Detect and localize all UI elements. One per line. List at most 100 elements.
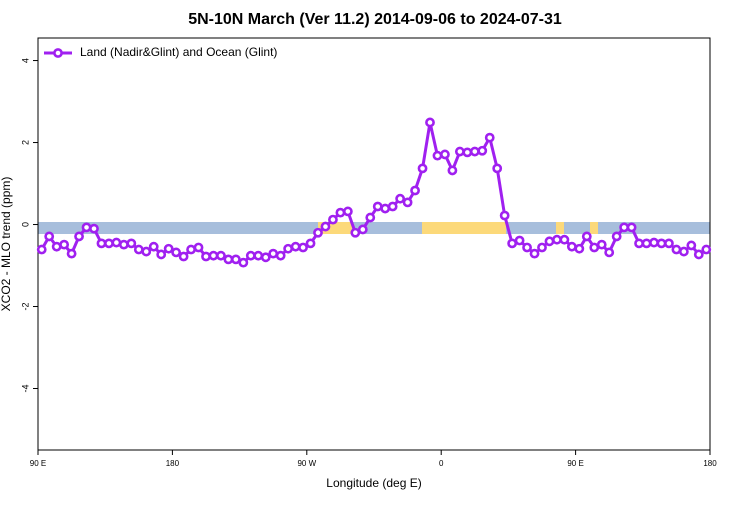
data-point — [350, 227, 361, 238]
data-point — [238, 257, 249, 268]
y-tick-label: 0 — [20, 222, 30, 227]
y-axis-label: XCO2 - MLO trend (ppm) — [0, 177, 13, 312]
data-point — [686, 240, 697, 251]
land-band — [422, 222, 506, 234]
data-point — [469, 146, 480, 157]
data-point — [604, 247, 615, 258]
data-point — [507, 238, 518, 249]
data-point — [111, 237, 122, 248]
data-point — [81, 222, 92, 233]
data-point — [253, 250, 264, 261]
data-point — [313, 227, 323, 238]
y-tick-label: -2 — [20, 303, 30, 311]
data-point — [641, 238, 652, 249]
data-point — [693, 249, 704, 260]
data-point — [499, 210, 510, 221]
data-point — [701, 244, 712, 255]
data-point — [589, 242, 600, 253]
data-point — [74, 231, 84, 242]
data-point — [290, 241, 301, 252]
data-point — [402, 197, 413, 208]
data-point — [559, 234, 570, 245]
data-point — [678, 246, 689, 257]
data-point — [89, 223, 99, 234]
x-tick-label: 90 E — [30, 459, 46, 468]
land-band — [556, 222, 564, 234]
x-tick-label: 180 — [703, 459, 717, 468]
data-point — [230, 254, 241, 265]
data-point — [305, 238, 316, 249]
data-point — [477, 145, 488, 156]
data-point — [671, 244, 682, 255]
data-point — [522, 242, 532, 253]
x-tick-label: 90 W — [297, 459, 316, 468]
data-point — [59, 239, 70, 250]
data-point — [320, 221, 331, 232]
data-point — [156, 249, 167, 260]
data-point — [552, 234, 562, 245]
data-point — [208, 250, 219, 261]
data-point — [216, 250, 226, 261]
data-point — [186, 244, 196, 255]
data-point — [417, 163, 428, 174]
data-point — [619, 222, 630, 233]
data-point — [492, 163, 503, 174]
data-point — [141, 246, 152, 257]
data-point — [537, 242, 547, 253]
data-point — [514, 235, 525, 246]
y-tick-label: -4 — [20, 384, 30, 392]
data-point — [148, 241, 159, 252]
data-point — [357, 224, 368, 235]
data-point — [223, 254, 234, 265]
data-point — [529, 248, 540, 259]
data-point — [447, 165, 458, 176]
data-point — [649, 237, 659, 248]
data-point — [51, 241, 62, 252]
data-point — [581, 231, 592, 242]
x-tick-label: 0 — [439, 459, 444, 468]
data-point — [410, 185, 420, 196]
data-point — [66, 248, 77, 259]
x-tick-label: 90 E — [567, 459, 583, 468]
data-point — [96, 238, 107, 249]
data-point — [454, 146, 465, 157]
ocean-band — [38, 222, 710, 234]
data-point — [544, 236, 555, 247]
data-point — [126, 238, 137, 249]
data-point — [380, 203, 391, 214]
data-point — [611, 231, 622, 242]
data-point — [462, 147, 473, 158]
data-point — [387, 201, 398, 212]
land-ocean-strip — [38, 222, 710, 234]
legend-label: Land (Nadir&Glint) and Ocean (Glint) — [80, 45, 277, 59]
data-point — [44, 231, 55, 242]
legend-marker — [53, 48, 63, 58]
data-point — [574, 243, 585, 254]
data-point — [342, 206, 353, 217]
data-point — [201, 251, 211, 262]
data-point — [634, 238, 644, 249]
data-point — [133, 244, 144, 255]
data-point — [484, 132, 495, 143]
data-point — [440, 149, 450, 160]
data-point — [193, 242, 204, 253]
data-point — [275, 250, 286, 261]
data-point — [425, 117, 435, 128]
data-point — [656, 238, 667, 249]
data-point — [268, 248, 279, 259]
data-point — [36, 244, 47, 255]
data-point — [245, 250, 256, 261]
chart-title: 5N-10N March (Ver 11.2) 2014-09-06 to 20… — [188, 11, 562, 28]
data-point — [596, 239, 607, 250]
data-point — [104, 238, 114, 249]
data-line — [40, 122, 708, 265]
data-point — [283, 243, 294, 254]
data-point — [335, 207, 346, 218]
data-point — [395, 193, 406, 204]
data-point — [260, 252, 271, 263]
data-point — [163, 243, 174, 254]
x-tick-label: 180 — [166, 459, 180, 468]
data-point — [298, 242, 308, 253]
